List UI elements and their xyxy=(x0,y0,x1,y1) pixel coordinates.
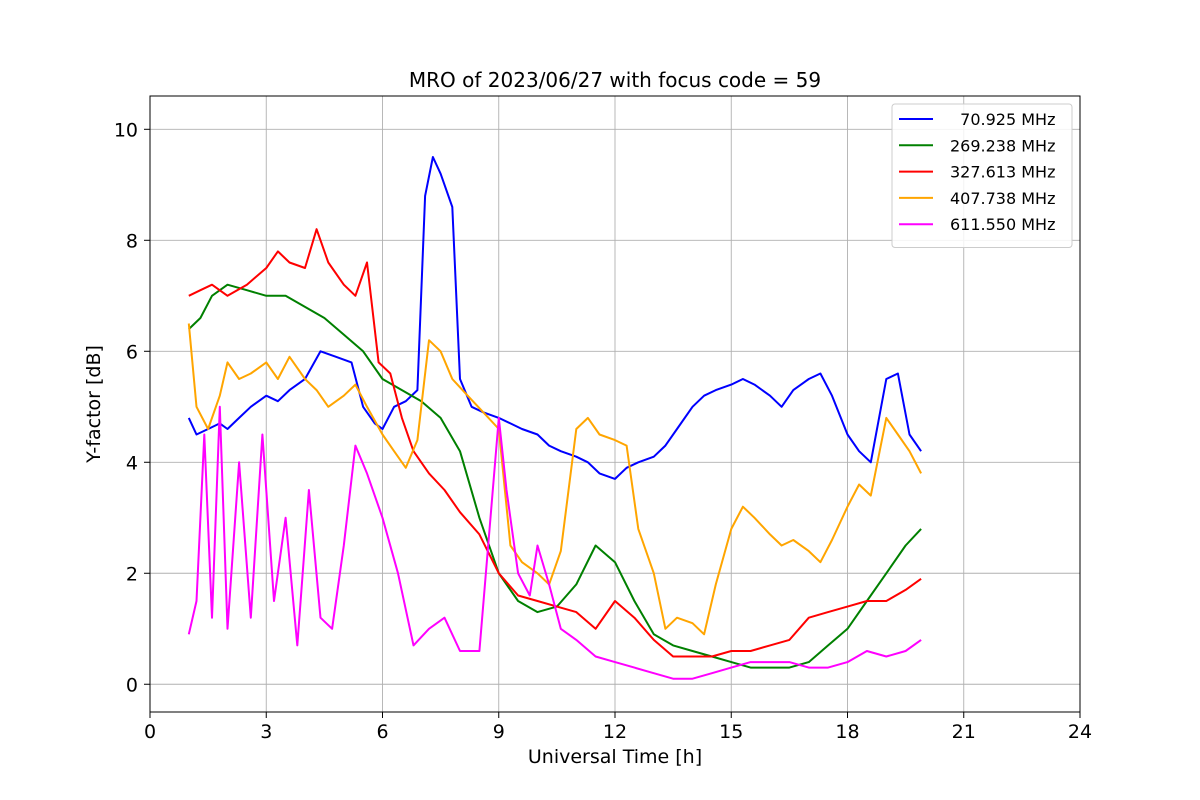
x-tick-label: 18 xyxy=(835,721,859,743)
legend-box xyxy=(891,103,1073,248)
y-tick-label: 10 xyxy=(114,119,138,141)
x-tick-label: 9 xyxy=(493,721,505,743)
legend-label-2: 269.238 MHz xyxy=(950,136,1055,155)
x-tick-label: 3 xyxy=(260,721,272,743)
legend-label-4: 407.738 MHz xyxy=(950,189,1055,208)
x-tick-label: 24 xyxy=(1068,721,1092,743)
x-tick-label: 0 xyxy=(144,721,156,743)
y-tick-label: 6 xyxy=(126,341,138,363)
y-axis-label: Y-factor [dB] xyxy=(83,345,105,464)
y-tick-label: 4 xyxy=(126,452,138,474)
x-tick-label: 21 xyxy=(952,721,976,743)
chart-title: MRO of 2023/06/27 with focus code = 59 xyxy=(409,68,821,92)
legend-label-5: 611.550 MHz xyxy=(950,215,1055,234)
legend-label-3: 327.613 MHz xyxy=(950,163,1055,182)
x-tick-label: 6 xyxy=(376,721,388,743)
y-tick-label: 0 xyxy=(126,674,138,696)
series-line-3 xyxy=(188,228,922,658)
x-axis-label: Universal Time [h] xyxy=(528,746,702,768)
series-line-5 xyxy=(187,405,922,680)
legend-label-1: 70.925 MHz xyxy=(950,110,1055,129)
series-lines xyxy=(187,156,922,680)
y-tick-label: 2 xyxy=(126,563,138,585)
x-tick-label: 15 xyxy=(719,721,743,743)
x-tick-label: 12 xyxy=(603,721,627,743)
y-tick-label: 8 xyxy=(126,230,138,252)
legend: 70.925 MHz 269.238 MHz 327.613 MHz 407.738 … xyxy=(891,103,1073,248)
